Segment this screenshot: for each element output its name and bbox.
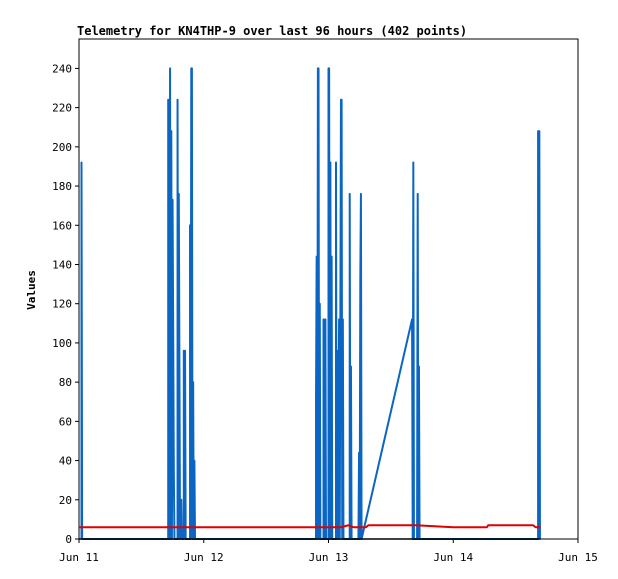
x-tick-label: Jun 14 (433, 551, 473, 564)
y-axis-label: Values (25, 270, 38, 310)
series-line-2 (79, 524, 541, 529)
x-tick-label: Jun 15 (558, 551, 598, 564)
x-tick-label: Jun 12 (184, 551, 224, 564)
x-tick-label: Jun 11 (59, 551, 99, 564)
series-line-1 (80, 67, 541, 540)
y-tick-label: 60 (59, 415, 72, 428)
y-tick-label: 140 (52, 258, 72, 271)
y-tick-label: 160 (52, 219, 72, 232)
x-tick-label: Jun 13 (309, 551, 349, 564)
chart-title: Telemetry for KN4THP-9 over last 96 hour… (77, 24, 467, 38)
x-axis: Jun 11 Jun 12 Jun 13 Jun 14 Jun 15 (59, 539, 598, 564)
y-axis: 0 20 40 60 80 100 120 140 160 180 200 220 240 (52, 62, 79, 546)
y-tick-label: 200 (52, 141, 72, 154)
y-tick-label: 180 (52, 180, 72, 193)
y-tick-label: 20 (59, 494, 72, 507)
y-tick-label: 100 (52, 337, 72, 350)
y-tick-label: 0 (65, 533, 72, 546)
y-tick-label: 240 (52, 62, 72, 75)
series-layer (79, 67, 541, 540)
y-tick-label: 40 (59, 455, 72, 468)
y-tick-label: 120 (52, 298, 72, 311)
y-tick-label: 220 (52, 102, 72, 115)
y-tick-label: 80 (59, 376, 72, 389)
